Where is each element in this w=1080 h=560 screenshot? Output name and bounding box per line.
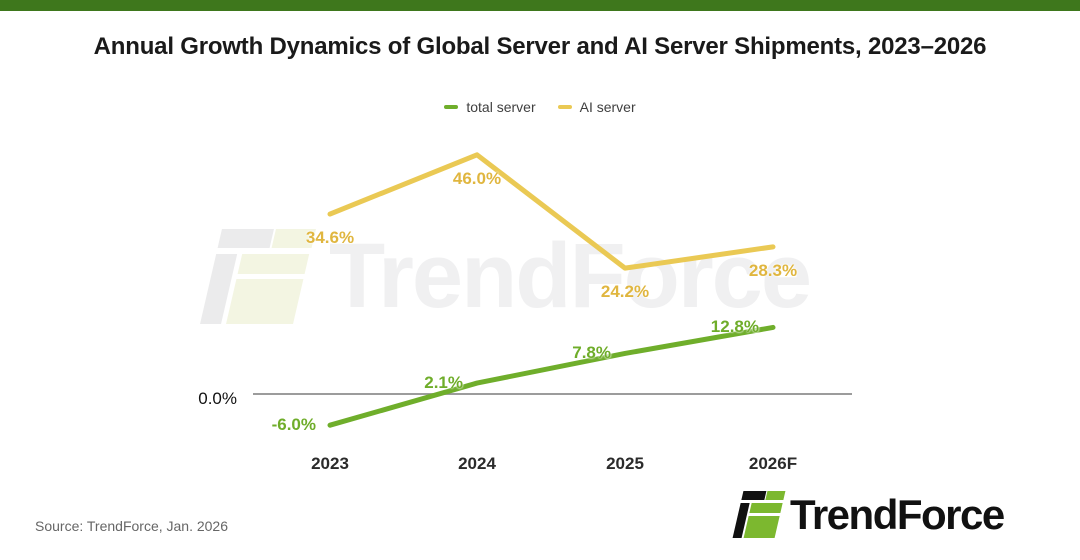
AI-server-value-label: 46.0% bbox=[452, 168, 502, 188]
x-tick-label: 2025 bbox=[606, 454, 644, 473]
total-server-line bbox=[327, 324, 776, 428]
chart-title: Annual Growth Dynamics of Global Server … bbox=[93, 33, 987, 60]
legend-label-ai-server: AI server bbox=[579, 99, 636, 115]
legend-label-total-server: total server bbox=[466, 99, 536, 115]
trendforce-logo-icon bbox=[732, 491, 786, 538]
trendforce-logo: TrendForce bbox=[732, 490, 1005, 538]
total-server-value-label: 7.8% bbox=[572, 343, 611, 363]
trendforce-logo-text: TrendForce bbox=[790, 490, 1005, 538]
y-axis-zero-label: 0.0% bbox=[198, 389, 237, 408]
source-note: Source: TrendForce, Jan. 2026 bbox=[35, 518, 228, 534]
trendforce-watermark: TrendForce bbox=[200, 225, 812, 327]
total-server-value-label: 2.1% bbox=[424, 373, 463, 393]
x-tick-label: 2026F bbox=[748, 454, 798, 473]
x-tick-label: 2024 bbox=[458, 454, 496, 473]
legend-item-total-server: total server bbox=[444, 99, 536, 115]
total-server-line-swatch bbox=[444, 105, 459, 109]
x-tick-label: 2023 bbox=[311, 454, 349, 473]
legend-item-ai-server: AI server bbox=[557, 99, 636, 115]
top-accent-bar bbox=[0, 0, 1080, 11]
total-server-value-label: -6.0% bbox=[271, 415, 316, 435]
ai-server-line-swatch bbox=[557, 105, 572, 109]
chart-legend: total server AI server bbox=[0, 99, 1080, 115]
trendforce-watermark-text: TrendForce bbox=[329, 225, 812, 327]
trendforce-watermark-logo-icon bbox=[200, 228, 316, 324]
